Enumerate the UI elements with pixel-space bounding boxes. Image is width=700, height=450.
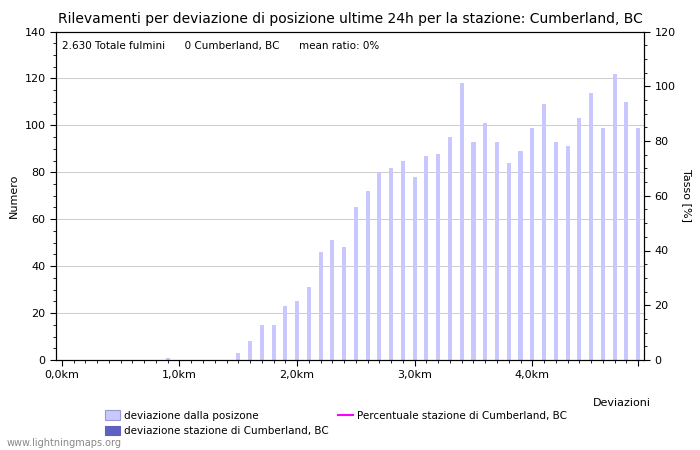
Bar	[436, 153, 440, 360]
Y-axis label: Numero: Numero	[9, 174, 19, 218]
Bar	[460, 83, 464, 360]
Text: www.lightningmaps.org: www.lightningmaps.org	[7, 438, 122, 448]
Bar	[495, 142, 499, 360]
Bar	[295, 302, 299, 360]
Bar	[318, 252, 323, 360]
Bar	[542, 104, 546, 360]
Bar	[307, 287, 311, 360]
Bar	[519, 151, 523, 360]
Bar	[389, 167, 393, 360]
Bar	[601, 128, 605, 360]
Text: Deviazioni: Deviazioni	[593, 398, 651, 408]
Bar	[566, 146, 570, 360]
Bar	[365, 191, 370, 360]
Bar	[554, 142, 558, 360]
Title: Rilevamenti per deviazione di posizione ultime 24h per la stazione: Cumberland, : Rilevamenti per deviazione di posizione …	[57, 12, 643, 26]
Bar	[424, 156, 428, 360]
Bar	[483, 123, 487, 360]
Bar	[330, 240, 335, 360]
Bar	[471, 142, 475, 360]
Bar	[578, 118, 582, 360]
Bar	[589, 93, 593, 360]
Bar	[166, 358, 170, 360]
Bar	[507, 163, 511, 360]
Legend: deviazione dalla posizone, deviazione stazione di Cumberland, BC, Percentuale st: deviazione dalla posizone, deviazione st…	[101, 406, 571, 440]
Bar	[401, 161, 405, 360]
Bar	[530, 128, 534, 360]
Bar	[248, 341, 252, 360]
Bar	[612, 74, 617, 360]
Bar	[412, 177, 416, 360]
Bar	[342, 248, 346, 360]
Bar	[272, 325, 276, 360]
Bar	[236, 353, 240, 360]
Bar	[354, 207, 358, 360]
Text: 2.630 Totale fulmini      0 Cumberland, BC      mean ratio: 0%: 2.630 Totale fulmini 0 Cumberland, BC me…	[62, 41, 379, 51]
Bar	[448, 137, 452, 360]
Bar	[260, 325, 264, 360]
Bar	[377, 172, 382, 360]
Y-axis label: Tasso [%]: Tasso [%]	[682, 169, 692, 222]
Bar	[636, 128, 641, 360]
Bar	[624, 102, 629, 360]
Bar	[284, 306, 288, 360]
